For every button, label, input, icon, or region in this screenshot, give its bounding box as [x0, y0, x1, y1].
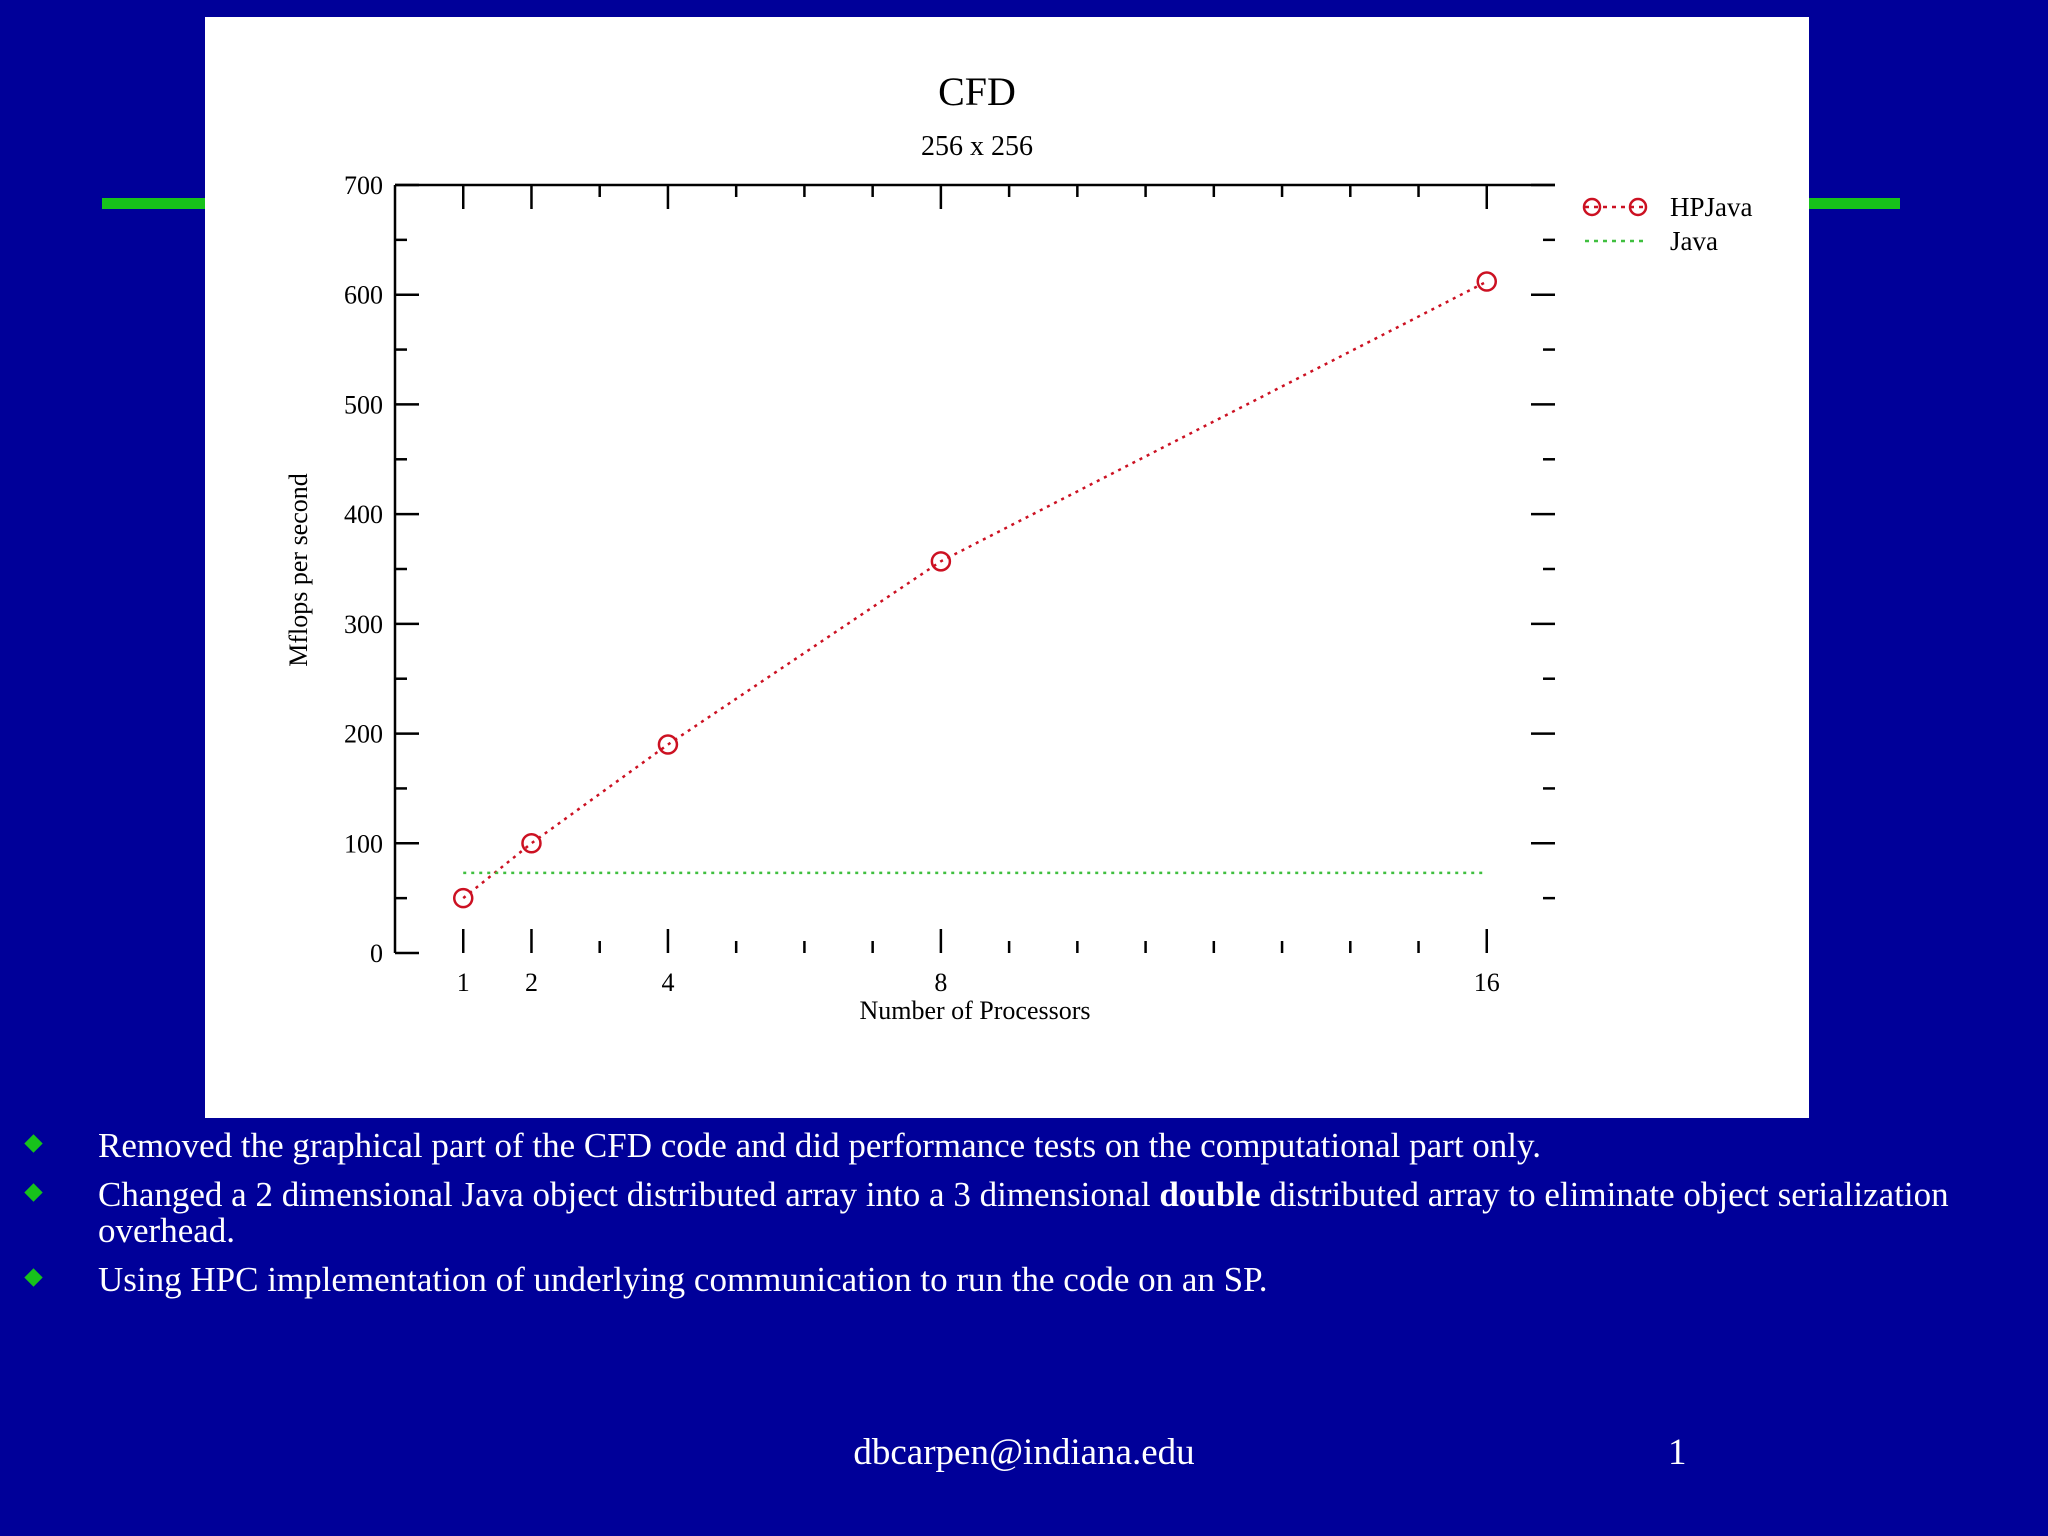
data-point-hpjava [657, 734, 679, 755]
bullet-text: Changed a 2 dimensional Java object dist… [98, 1175, 1160, 1214]
data-point-hpjava [1476, 271, 1498, 292]
data-point-hpjava [930, 551, 952, 572]
y-tick-label: 200 [344, 720, 383, 749]
bullet-item: Removed the graphical part of the CFD co… [0, 1128, 2048, 1164]
series-line-hpjava [462, 280, 1488, 900]
x-axis-label: Number of Processors [859, 996, 1090, 1025]
legend-label-hpjava: HPJava [1670, 192, 1753, 222]
legend-marker [1628, 197, 1648, 217]
bullet-text-continued: distributed array to eliminate object se… [98, 1175, 1949, 1250]
y-tick-label: 500 [344, 390, 383, 419]
bullet-text: Removed the graphical part of the CFD co… [98, 1126, 1541, 1165]
chart-title: CFD [938, 69, 1016, 114]
y-axis-label: Mflops per second [284, 473, 313, 667]
diamond-bullet-icon [24, 1183, 43, 1202]
y-tick-label: 100 [344, 829, 383, 858]
y-tick-label: 400 [344, 500, 383, 529]
y-tick-label: 700 [344, 171, 383, 200]
chart-subtitle: 256 x 256 [921, 131, 1033, 162]
legend-label-java: Java [1670, 226, 1718, 256]
data-point-hpjava [521, 833, 542, 854]
cfd-chart: CFD 256 x 256 Mflops per second Number o… [284, 69, 1753, 1025]
diamond-bullet-icon [24, 1134, 43, 1153]
legend-marker [1582, 197, 1602, 217]
x-tick-label: 4 [661, 968, 674, 997]
bullet-list: Removed the graphical part of the CFD co… [0, 1128, 2048, 1311]
data-point-hpjava [452, 887, 474, 909]
x-tick-label: 2 [525, 968, 538, 997]
y-tick-label: 0 [370, 939, 383, 968]
x-tick-label: 8 [934, 968, 947, 997]
y-tick-label: 300 [344, 610, 383, 639]
x-tick-label: 1 [457, 968, 470, 997]
chart-panel: CFD 256 x 256 Mflops per second Number o… [205, 17, 1809, 1118]
diamond-bullet-icon [24, 1268, 43, 1287]
bullet-item: Using HPC implementation of underlying c… [0, 1262, 2048, 1298]
footer-email: dbcarpen@indiana.edu [853, 1432, 1195, 1473]
x-tick-label: 16 [1474, 968, 1500, 997]
y-tick-label: 600 [344, 281, 383, 310]
title-rule-left [102, 198, 212, 209]
bullet-bold-text: double [1159, 1175, 1261, 1214]
page-number: 1 [1668, 1432, 1687, 1473]
title-rule-right [1800, 198, 1900, 209]
bullet-text: Using HPC implementation of underlying c… [98, 1260, 1268, 1299]
bullet-item: Changed a 2 dimensional Java object dist… [0, 1177, 2048, 1249]
